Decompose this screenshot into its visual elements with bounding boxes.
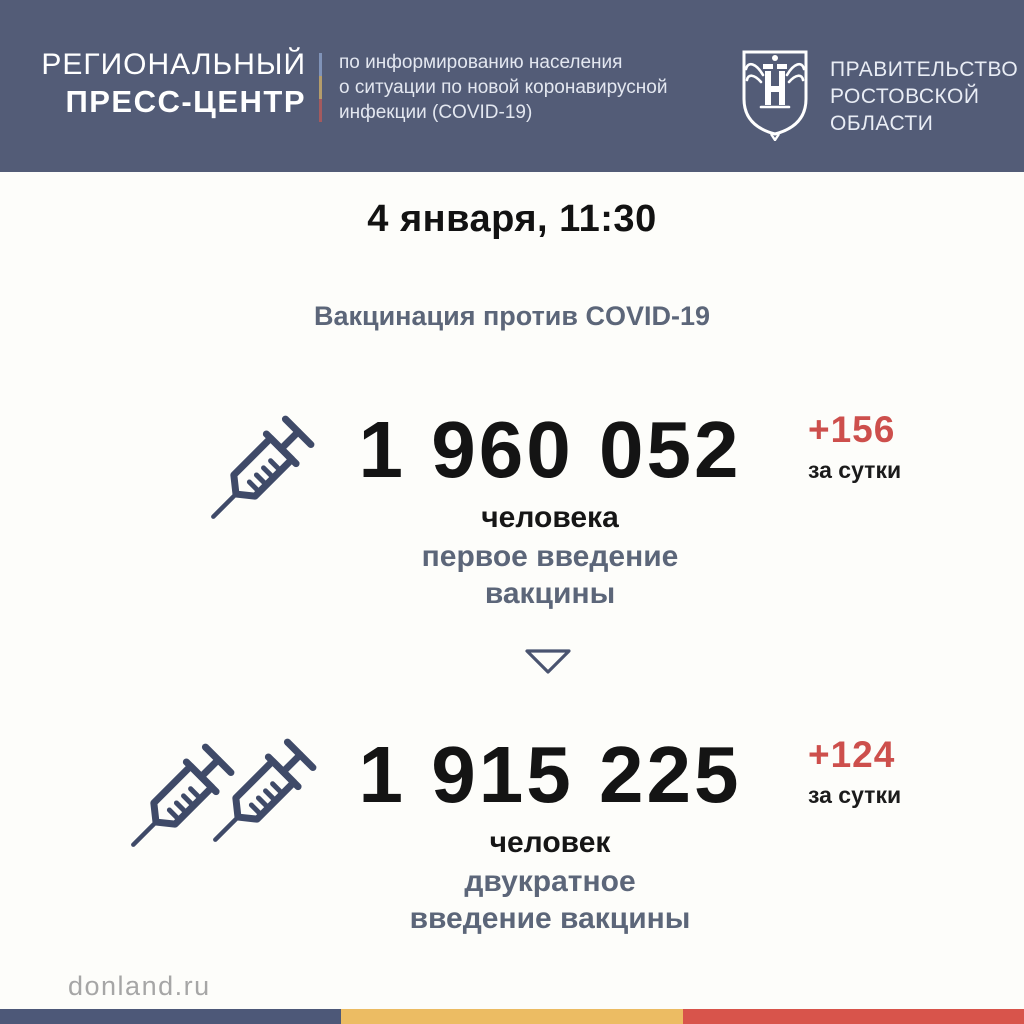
first-dose-label-line-2: вакцины: [484, 577, 616, 610]
second-dose-delta-caption: за сутки: [808, 782, 902, 808]
press-center-logo: РЕГИОНАЛЬНЫЙ ПРЕСС-ЦЕНТР: [34, 47, 306, 121]
flag-divider-yellow: [319, 76, 322, 99]
flag-divider-red: [319, 99, 322, 122]
footer-site-url: donland.ru: [68, 971, 211, 1001]
first-dose-label-line-1: первое введение: [421, 540, 679, 573]
first-dose-delta: +156 за сутки: [808, 410, 948, 484]
syringe-icon: [213, 738, 317, 842]
flag-divider-blue: [319, 53, 322, 76]
second-dose-label: двукратное введение вакцины: [340, 863, 760, 937]
first-dose-delta-value: +156: [808, 409, 896, 450]
government-title: ПРАВИТЕЛЬСТВО РОСТОВСКОЙ ОБЛАСТИ: [830, 56, 1018, 137]
flag-stripe-red: [682, 1009, 1024, 1024]
header-description: по информированию населения о ситуации п…: [339, 50, 667, 125]
header-description-line-1: по информированию населения: [339, 52, 623, 73]
syringe-icon: [211, 415, 315, 519]
header-description-line-3: инфекции (COVID-19): [339, 102, 533, 123]
section-title: Вакцинация против COVID-19: [313, 301, 711, 331]
government-line-1: ПРАВИТЕЛЬСТВО: [830, 58, 1019, 81]
flag-stripe-blue: [0, 1009, 342, 1024]
date-heading: 4 января, 11:30: [367, 198, 657, 240]
flag-stripe-yellow: [341, 1009, 683, 1024]
syringe-icon: [131, 743, 235, 847]
first-dose-label: первое введение вакцины: [340, 538, 760, 612]
second-dose-delta: +124 за сутки: [808, 735, 948, 809]
triangle-down-icon: [525, 649, 571, 674]
second-dose-unit: человек: [489, 826, 611, 859]
government-line-3: ОБЛАСТИ: [830, 112, 934, 135]
brand-line-2: ПРЕСС-ЦЕНТР: [65, 84, 306, 119]
header-banner: РЕГИОНАЛЬНЫЙ ПРЕСС-ЦЕНТР по информирован…: [0, 0, 1024, 172]
header-description-line-2: о ситуации по новой коронавирусной: [339, 77, 668, 98]
second-dose-label-line-2: введение вакцины: [409, 902, 691, 935]
government-line-2: РОСТОВСКОЙ: [830, 85, 980, 108]
flag-stripe: [0, 1009, 1024, 1024]
second-dose-value: 1 915 225: [358, 730, 742, 819]
first-dose-unit: человека: [481, 501, 619, 534]
flag-divider: [319, 53, 322, 122]
rostov-coat-of-arms-icon: [742, 50, 808, 141]
brand-line-1: РЕГИОНАЛЬНЫЙ: [41, 48, 306, 81]
second-dose-delta-value: +124: [808, 734, 896, 775]
second-dose-label-line-1: двукратное: [464, 865, 636, 898]
first-dose-delta-caption: за сутки: [808, 457, 902, 483]
first-dose-value: 1 960 052: [358, 405, 742, 494]
